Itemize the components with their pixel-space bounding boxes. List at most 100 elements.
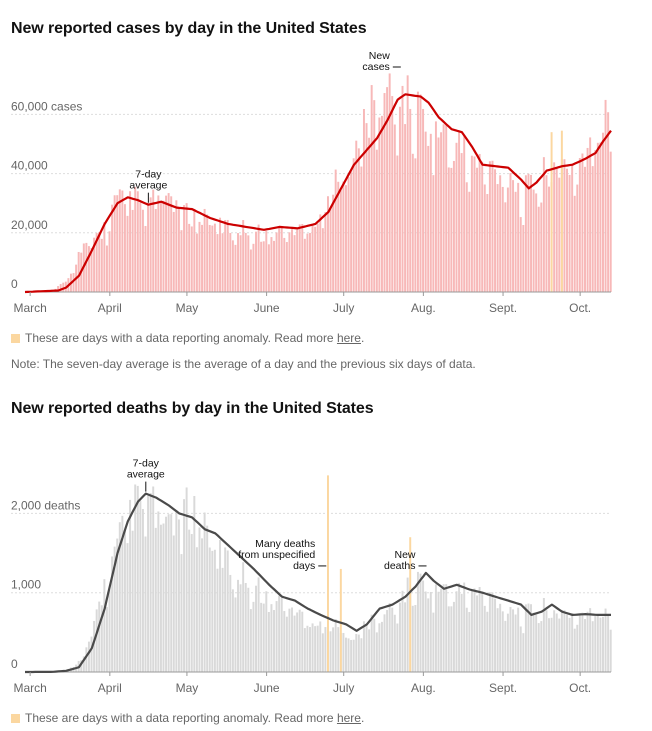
deaths-daily-bar [301, 611, 304, 672]
cases-annotation-text: 7-day [135, 169, 162, 181]
cases-daily-bar [553, 162, 556, 292]
cases-daily-bar [566, 168, 568, 292]
deaths-daily-bar [486, 611, 489, 672]
deaths-daily-bar [558, 618, 561, 672]
deaths-daily-bar [252, 601, 255, 672]
cases-daily-bar [337, 181, 340, 292]
cases-daily-bar [416, 91, 419, 292]
deaths-daily-bar [586, 611, 589, 672]
cases-daily-bar [401, 85, 404, 292]
cases-daily-bar [360, 166, 363, 292]
deaths-daily-bar [478, 587, 481, 672]
deaths-daily-bar [337, 627, 340, 672]
cases-daily-bar [411, 153, 414, 292]
cases-daily-bar [452, 160, 455, 292]
cases-read-more-link[interactable]: here [336, 331, 361, 345]
deaths-daily-bar [98, 601, 101, 672]
deaths-x-tick-label: June [254, 681, 280, 695]
cases-daily-bar [434, 121, 437, 292]
deaths-daily-bar [455, 591, 458, 672]
cases-daily-bar [414, 158, 417, 292]
deaths-daily-bar [419, 573, 422, 672]
deaths-annotation-text: Many deaths [255, 538, 315, 550]
deaths-daily-bar [347, 638, 350, 672]
deaths-daily-bar [365, 625, 368, 672]
deaths-daily-bar [111, 556, 114, 672]
deaths-daily-bar [332, 627, 335, 672]
deaths-daily-bar [460, 593, 463, 672]
deaths-daily-bar [591, 621, 594, 672]
deaths-daily-bar [90, 636, 93, 672]
deaths-daily-bar [506, 613, 509, 672]
cases-daily-bar [260, 241, 263, 292]
deaths-read-more-link[interactable]: here [336, 711, 361, 725]
cases-daily-bar [591, 166, 594, 292]
deaths-daily-bar [283, 611, 286, 672]
cases-daily-bar [468, 191, 471, 292]
cases-daily-bar [183, 205, 186, 292]
deaths-chart: 0 1,000 2,000 deaths March April May June July A… [11, 458, 612, 695]
deaths-daily-bar [311, 623, 314, 672]
deaths-daily-bar [362, 621, 365, 672]
cases-daily-bar [445, 124, 448, 292]
deaths-daily-bar [203, 512, 206, 672]
deaths-daily-bar [386, 610, 389, 672]
cases-daily-bar [447, 167, 450, 292]
deaths-daily-bar [481, 591, 484, 672]
deaths-daily-bar [517, 607, 520, 672]
deaths-daily-bar [414, 605, 417, 672]
deaths-daily-bar [607, 615, 610, 672]
cases-daily-bar [450, 167, 453, 292]
anomaly-swatch [11, 714, 20, 723]
cases-daily-bar [85, 242, 88, 292]
deaths-daily-bar [424, 591, 427, 672]
cases-anomaly-bar [560, 130, 563, 292]
cases-daily-bar [517, 182, 520, 292]
cases-seven-day-average-line [24, 93, 612, 294]
deaths-daily-bar [262, 603, 265, 672]
cases-daily-bar [524, 175, 527, 292]
deaths-daily-bar [244, 582, 247, 672]
deaths-daily-bar [221, 567, 224, 672]
cases-daily-bar [339, 190, 342, 292]
deaths-daily-bar [434, 584, 437, 672]
cases-daily-bar [226, 219, 229, 292]
cases-daily-bar [509, 173, 512, 292]
deaths-daily-bar [247, 587, 250, 672]
cases-daily-bar [126, 215, 129, 292]
cases-x-tick-label: June [254, 301, 280, 315]
cases-daily-bar [280, 227, 283, 292]
deaths-daily-bar [116, 538, 119, 672]
deaths-daily-bar [309, 627, 311, 672]
cases-daily-bar [139, 202, 142, 292]
cases-daily-bar [365, 123, 368, 292]
cases-daily-bar [342, 181, 345, 292]
deaths-daily-bar [126, 543, 129, 672]
cases-daily-bar [121, 190, 124, 292]
deaths-daily-bar [432, 612, 435, 672]
deaths-x-tick-label: Oct. [569, 681, 591, 695]
cases-daily-bar [252, 243, 255, 292]
deaths-daily-bar [291, 607, 293, 672]
cases-daily-bar [545, 175, 548, 292]
deaths-daily-bar [159, 524, 162, 672]
cases-daily-bar [481, 161, 484, 292]
cases-daily-bar [321, 228, 324, 292]
deaths-daily-bar [113, 546, 116, 672]
cases-daily-bar [193, 208, 196, 292]
deaths-daily-bar [147, 495, 150, 672]
cases-daily-bar [198, 221, 201, 292]
deaths-annotation-text: from unspecified [238, 549, 315, 561]
deaths-daily-bar [265, 591, 268, 672]
deaths-daily-bar [162, 523, 165, 672]
deaths-daily-bar [604, 608, 607, 672]
deaths-daily-bar [185, 487, 188, 672]
deaths-daily-bar [530, 604, 533, 672]
deaths-daily-bar [360, 638, 363, 672]
deaths-daily-bar [476, 595, 479, 672]
deaths-daily-bar [180, 554, 183, 672]
cases-daily-bar [100, 238, 103, 292]
cases-daily-bar [432, 175, 435, 292]
deaths-daily-bar [388, 603, 391, 672]
cases-daily-bar [491, 160, 494, 292]
